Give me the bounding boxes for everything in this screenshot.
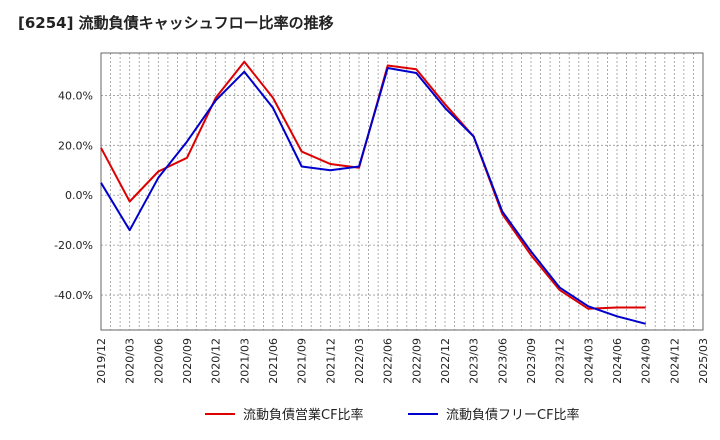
x-tick-label: 2020/09: [181, 338, 194, 384]
x-tick-label: 2023/03: [468, 338, 481, 384]
x-tick-label: 2019/12: [95, 338, 108, 384]
y-tick-label: -20.0%: [54, 239, 93, 252]
x-tick-label: 2023/06: [496, 338, 509, 384]
legend-label: 流動負債フリーCF比率: [446, 407, 580, 423]
x-tick-label: 2025/03: [697, 338, 710, 384]
x-axis-ticks: 2019/12 2020/03 2020/06 2020/09 2020/12 2021/…: [95, 338, 710, 384]
x-tick-label: 2021/09: [296, 338, 309, 384]
x-tick-label: 2021/03: [238, 338, 251, 384]
y-tick-label: 20.0%: [58, 139, 93, 152]
chart-title: [6254] 流動負債キャッシュフロー比率の推移: [18, 14, 334, 32]
y-axis-ticks: -40.0% -20.0% 0.0% 20.0% 40.0%: [54, 89, 93, 302]
x-tick-label: 2022/09: [410, 338, 423, 384]
x-tick-label: 2020/12: [210, 338, 223, 384]
x-tick-label: 2022/12: [439, 338, 452, 384]
x-tick-label: 2024/09: [640, 338, 653, 384]
x-tick-label: 2022/06: [382, 338, 395, 384]
x-tick-label: 2020/06: [152, 338, 165, 384]
x-tick-label: 2024/12: [668, 338, 681, 384]
legend: 流動負債営業CF比率 流動負債フリーCF比率: [205, 407, 580, 423]
x-tick-label: 2024/06: [611, 338, 624, 384]
x-tick-label: 2023/09: [525, 338, 538, 384]
series-line-1: [100, 60, 646, 310]
legend-label: 流動負債営業CF比率: [243, 407, 364, 423]
y-tick-label: 40.0%: [58, 89, 93, 102]
series-line-2: [100, 67, 646, 325]
x-tick-label: 2022/03: [353, 338, 366, 384]
x-tick-label: 2021/12: [324, 338, 337, 384]
y-tick-label: 0.0%: [65, 189, 93, 202]
x-tick-label: 2021/06: [267, 338, 280, 384]
x-tick-label: 2023/12: [554, 338, 567, 384]
x-tick-label: 2020/03: [124, 338, 137, 384]
plot-area: [100, 52, 704, 331]
series-lines: [100, 60, 646, 325]
x-tick-label: 2024/03: [582, 338, 595, 384]
y-tick-label: -40.0%: [54, 289, 93, 302]
grid-lines: [101, 53, 703, 330]
